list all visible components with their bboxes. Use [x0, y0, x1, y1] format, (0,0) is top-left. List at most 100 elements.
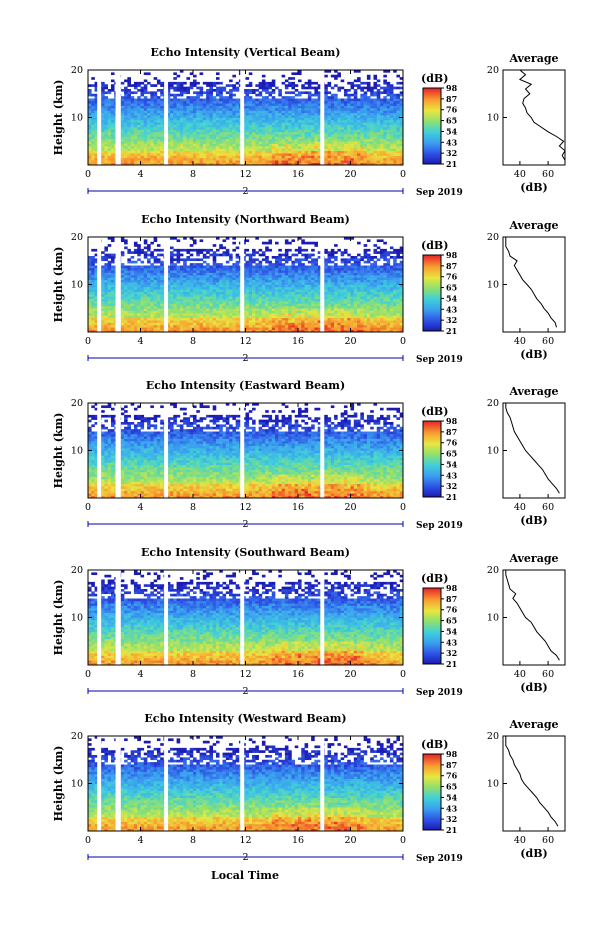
- data-gap: [116, 70, 121, 165]
- average-y-tick-label: 20: [487, 65, 499, 76]
- data-gap: [97, 736, 101, 831]
- data-gap: [116, 570, 121, 665]
- data-gap: [164, 70, 168, 165]
- colorbar-tick-label: 76: [446, 272, 458, 282]
- x-tick-label: 20: [344, 169, 356, 180]
- colorbar-tick-label: 98: [446, 583, 458, 593]
- data-gap: [240, 570, 244, 665]
- average-y-tick-label: 20: [487, 565, 499, 576]
- colorbar-tick-label: 43: [446, 803, 458, 813]
- average-x-tick-label: 40: [514, 669, 526, 680]
- colorbar-tick-label: 43: [446, 637, 458, 647]
- average-profile-line: [506, 570, 560, 660]
- data-gap: [116, 403, 121, 498]
- x-tick-label: 0: [400, 502, 406, 513]
- day-label: 2: [242, 353, 248, 364]
- data-gap: [116, 237, 121, 332]
- x-tick-label: 8: [190, 835, 196, 846]
- day-label: 2: [242, 186, 248, 197]
- x-tick-label: 20: [344, 669, 356, 680]
- x-tick-label: 4: [137, 835, 143, 846]
- average-x-label: (dB): [520, 181, 547, 194]
- x-tick-label: 4: [137, 169, 143, 180]
- x-tick-label: 12: [239, 669, 251, 680]
- colorbar-tick-label: 87: [446, 760, 457, 770]
- data-gap: [240, 237, 244, 332]
- average-x-tick-label: 40: [514, 336, 526, 347]
- data-gap: [320, 237, 324, 332]
- echo-heatmap: [88, 403, 403, 498]
- average-y-tick-label: 20: [487, 731, 499, 742]
- colorbar-label: (dB): [421, 738, 448, 751]
- colorbar-tick-label: 21: [446, 659, 457, 669]
- x-tick-label: 12: [239, 169, 251, 180]
- y-tick-label: 10: [71, 779, 83, 790]
- average-x-tick-label: 40: [514, 835, 526, 846]
- colorbar-gradient: [423, 421, 441, 497]
- colorbar-tick-label: 54: [446, 126, 458, 136]
- x-tick-label: 12: [239, 502, 251, 513]
- average-x-label: (dB): [520, 847, 547, 860]
- data-gap: [320, 70, 324, 165]
- day-label: 2: [242, 519, 248, 530]
- colorbar-tick-label: 76: [446, 605, 458, 615]
- x-tick-label: 12: [239, 336, 251, 347]
- average-x-tick-label: 60: [542, 169, 554, 180]
- day-label: 2: [242, 852, 248, 863]
- average-y-tick-label: 10: [487, 613, 499, 624]
- colorbar-tick-label: 54: [446, 792, 458, 802]
- colorbar-gradient: [423, 754, 441, 830]
- y-axis-label: Height (km): [52, 746, 65, 822]
- beam-panel: Echo Intensity (Vertical Beam)0 4 8 12 16 20 0…: [52, 46, 565, 198]
- x-tick-label: 0: [85, 336, 91, 347]
- y-axis-label: Height (km): [52, 247, 65, 323]
- colorbar-tick-label: 76: [446, 771, 458, 781]
- panel-title: Echo Intensity (Southward Beam): [141, 546, 350, 559]
- average-title: Average: [508, 52, 558, 65]
- echo-heatmap: [88, 70, 403, 165]
- data-gap: [97, 570, 101, 665]
- colorbar-tick-label: 21: [446, 492, 457, 502]
- colorbar-gradient: [423, 88, 441, 164]
- colorbar-tick-label: 21: [446, 159, 457, 169]
- average-x-label: (dB): [520, 681, 547, 694]
- data-gap: [164, 570, 168, 665]
- data-gap: [320, 736, 324, 831]
- average-y-tick-label: 20: [487, 232, 499, 243]
- data-gap: [97, 237, 101, 332]
- echo-heatmap: [88, 237, 403, 332]
- average-frame: [503, 70, 565, 165]
- date-label: Sep 2019: [416, 854, 463, 864]
- y-tick-label: 10: [71, 113, 83, 124]
- average-title: Average: [508, 718, 558, 731]
- x-tick-label: 4: [137, 502, 143, 513]
- y-axis-label: Height (km): [52, 413, 65, 489]
- panel-title: Echo Intensity (Northward Beam): [141, 213, 350, 226]
- x-tick-label: 16: [292, 169, 304, 180]
- x-tick-label: 12: [239, 835, 251, 846]
- colorbar-tick-label: 32: [446, 481, 457, 491]
- average-frame: [503, 570, 565, 665]
- colorbar-tick-label: 32: [446, 315, 457, 325]
- x-tick-label: 0: [400, 835, 406, 846]
- colorbar-label: (dB): [421, 405, 448, 418]
- x-tick-label: 16: [292, 835, 304, 846]
- colorbar-tick-label: 98: [446, 416, 458, 426]
- colorbar-tick-label: 87: [446, 261, 457, 271]
- panel-title: Echo Intensity (Westward Beam): [144, 712, 346, 725]
- y-tick-label: 10: [71, 446, 83, 457]
- x-tick-label: 0: [400, 169, 406, 180]
- colorbar-tick-label: 76: [446, 438, 458, 448]
- x-tick-label: 20: [344, 336, 356, 347]
- date-label: Sep 2019: [416, 355, 463, 365]
- average-x-label: (dB): [520, 348, 547, 361]
- x-tick-label: 20: [344, 835, 356, 846]
- y-tick-label: 20: [71, 565, 83, 576]
- colorbar-tick-label: 43: [446, 304, 458, 314]
- colorbar-label: (dB): [421, 239, 448, 252]
